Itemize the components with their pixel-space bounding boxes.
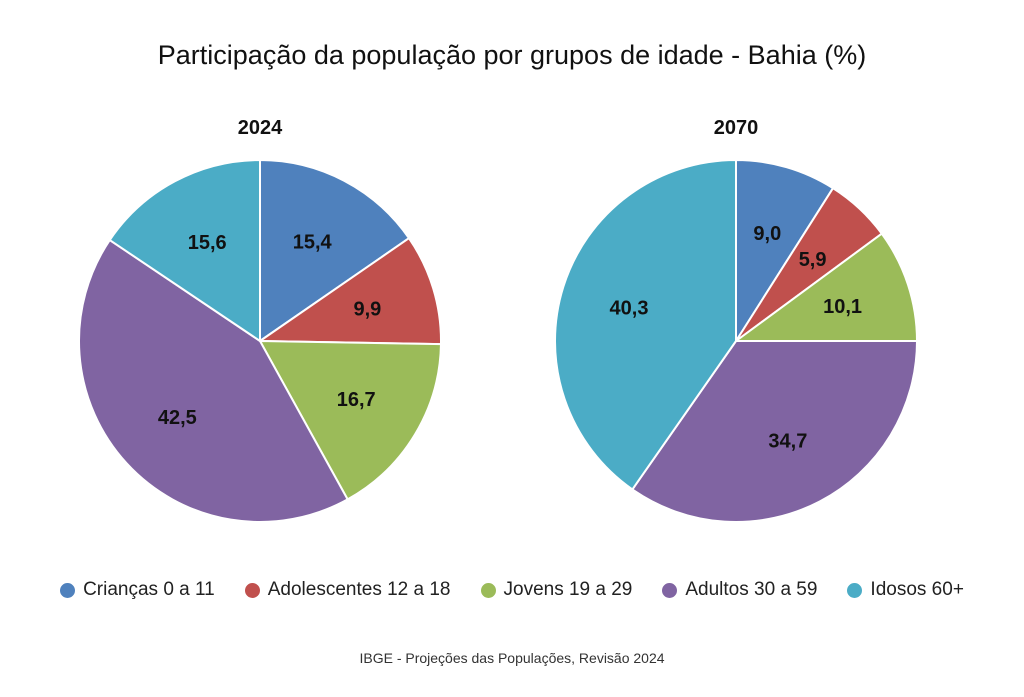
source-note: IBGE - Projeções das Populações, Revisão… [359, 650, 665, 666]
pie-slice-2024-1 [256, 236, 442, 346]
legend-swatch [60, 582, 76, 598]
pie-slice-2024-2 [258, 339, 442, 501]
data-label-2070-4: 40,3 [610, 297, 649, 319]
pie-slice-2024-4 [108, 158, 261, 343]
pie-slice-2024-3 [78, 238, 349, 523]
legend-swatch [244, 582, 260, 598]
legend-label: Adultos 30 a 59 [685, 579, 818, 600]
pie-slice-2070-2 [732, 232, 919, 342]
legend: Crianças 0 a 11 Adolescentes 12 a 18 Joven… [0, 579, 1024, 601]
pie-title-2070: 2070 [714, 117, 759, 139]
legend-item-1: Adolescentes 12 a 18 [244, 579, 451, 601]
pie-title-2024: 2024 [238, 117, 283, 139]
legend-label: Jovens 19 a 29 [503, 579, 633, 600]
legend-label: Idosos 60+ [870, 579, 964, 600]
chart-title: Participação da população por grupos de … [157, 40, 867, 70]
legend-label: Adolescentes 12 a 18 [267, 579, 451, 600]
pie-slice-2024-0 [259, 158, 411, 343]
data-label-2024-4: 15,6 [188, 232, 227, 254]
data-label-2024-1: 9,9 [353, 299, 381, 321]
data-label-2070-0: 9,0 [753, 223, 781, 245]
data-label-2070-3: 34,7 [768, 431, 807, 453]
pie-slice-2070-4 [554, 158, 737, 491]
pie-slice-2070-0 [735, 158, 835, 345]
legend-swatch [847, 582, 863, 598]
data-label-2024-0: 15,4 [293, 232, 333, 254]
data-label-2070-1: 5,9 [799, 249, 827, 271]
data-label-2024-3: 42,5 [158, 407, 197, 429]
legend-item-0: Crianças 0 a 11 [60, 579, 215, 601]
pie-slice-2070-3 [630, 340, 919, 523]
legend-swatch [662, 582, 678, 598]
legend-item-4: Idosos 60+ [847, 579, 964, 601]
legend-item-2: Jovens 19 a 29 [480, 579, 633, 601]
legend-item-3: Adultos 30 a 59 [662, 579, 817, 601]
data-label-2070-2: 10,1 [823, 296, 862, 318]
legend-swatch [480, 582, 496, 598]
legend-label: Crianças 0 a 11 [83, 579, 215, 600]
data-label-2024-2: 16,7 [337, 389, 376, 411]
